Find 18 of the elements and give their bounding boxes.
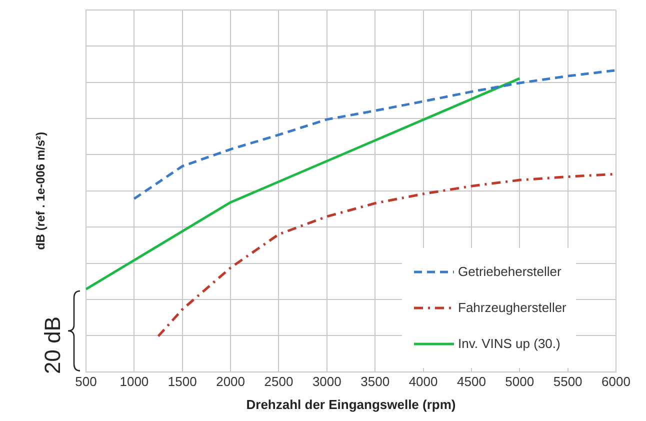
x-tick-label: 1000 [120, 374, 149, 390]
x-tick-label: 2500 [264, 374, 294, 390]
x-tick-label: 5500 [553, 374, 582, 390]
x-tick-label: 3500 [360, 374, 390, 390]
x-tick-label: 5000 [505, 374, 534, 390]
x-tick-label: 500 [75, 374, 97, 390]
x-tick-label: 2000 [216, 374, 246, 390]
text: 20 dB [40, 316, 66, 374]
y-axis-title: dB (ref . 1e-006 m/s²) [34, 132, 48, 250]
x-tick-label: 4500 [456, 374, 486, 390]
x-tick-label: 4000 [408, 374, 438, 390]
legend-label: Inv. VINS up (30.) [458, 336, 560, 352]
x-tick-label: 6000 [602, 374, 630, 390]
x-tick-label: 1500 [168, 374, 197, 390]
legend-label: Getriebehersteller [458, 264, 562, 280]
legend-label: Fahrzeughersteller [458, 300, 566, 316]
x-axis-title: Drehzahl der Eingangswelle (rpm) [246, 396, 456, 412]
x-tick-label: 3000 [312, 374, 342, 390]
